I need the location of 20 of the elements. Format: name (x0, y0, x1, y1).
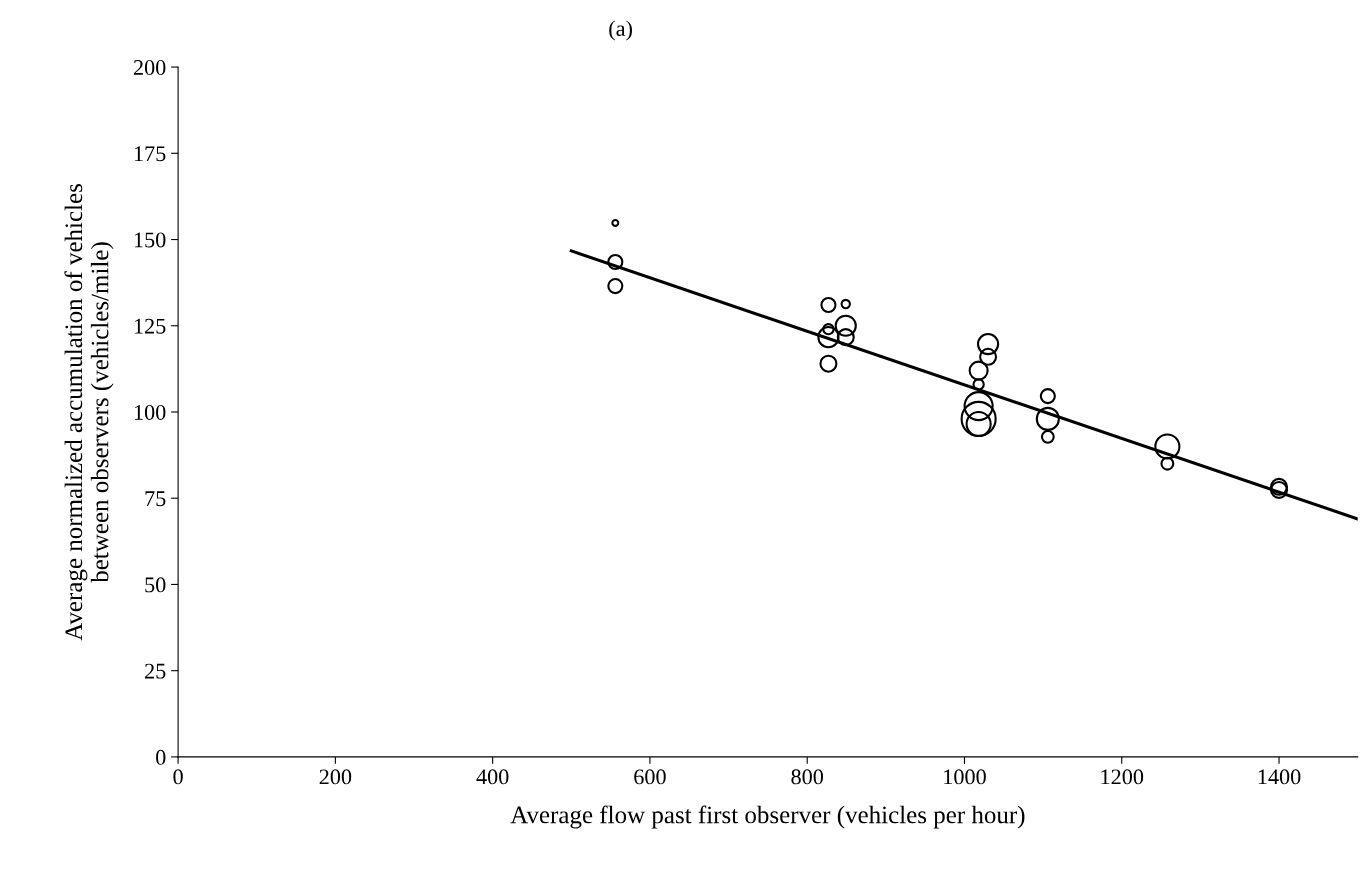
x-tick-label: 0 (173, 769, 183, 785)
y-tick-label: 75 (145, 491, 166, 507)
y-tick-label: 25 (145, 663, 166, 679)
x-tick-label: 1000 (944, 769, 986, 785)
x-tick-label: 200 (319, 769, 352, 785)
x-tick-label: 800 (791, 769, 824, 785)
y-tick-label: 150 (134, 232, 166, 248)
x-tick-label: 600 (634, 769, 666, 785)
y-axis-title: Average normalized accumulation of vehicles between observers (vehicles/mile) (64, 184, 114, 641)
y-tick-label: 200 (133, 60, 166, 75)
chart-title: (a) (609, 20, 632, 41)
x-tick-label: 400 (476, 769, 509, 785)
y-tick-label: 125 (134, 318, 166, 334)
x-tick-label: 1200 (1101, 769, 1144, 785)
y-tick-label: 0 (156, 749, 166, 765)
y-tick-label: 50 (145, 577, 166, 593)
y-tick-label: 175 (134, 146, 166, 162)
x-tick-label: 1400 (1258, 769, 1301, 785)
x-axis-title: Average flow past first observer (vehicles per hour) (510, 805, 1025, 829)
y-tick-label: 100 (134, 404, 166, 420)
